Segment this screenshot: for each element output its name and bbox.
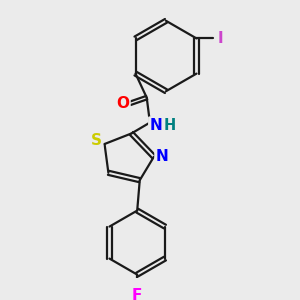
Text: F: F	[132, 288, 142, 300]
Text: I: I	[218, 31, 223, 46]
Text: N: N	[155, 149, 168, 164]
Text: H: H	[164, 118, 176, 133]
Text: O: O	[116, 96, 130, 111]
Text: N: N	[149, 118, 162, 133]
Text: S: S	[91, 133, 102, 148]
